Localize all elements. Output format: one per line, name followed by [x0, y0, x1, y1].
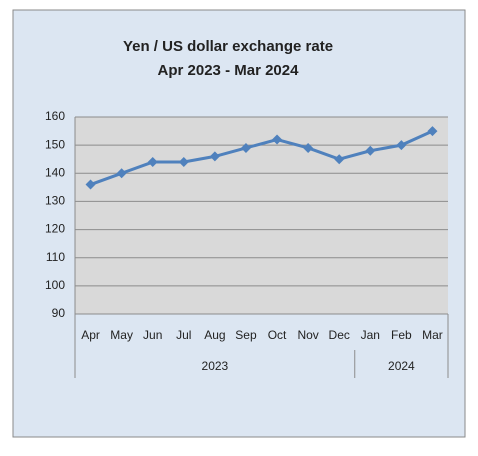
marker — [178, 157, 189, 168]
marker — [365, 145, 376, 156]
y-tick-label: 130 — [45, 194, 65, 208]
x-tick-label: May — [110, 328, 133, 342]
marker — [303, 142, 314, 153]
line — [90, 129, 434, 186]
x-tick-label: Oct — [268, 328, 287, 342]
marker — [209, 151, 220, 162]
x-tick-label: Apr — [81, 328, 100, 342]
y-tick-label: 140 — [45, 165, 65, 179]
x-tick-label: Dec — [329, 328, 350, 342]
marker — [272, 134, 283, 145]
chart-title: Yen / US dollar exchange rate — [123, 38, 333, 55]
x-tick-label: Jan — [361, 328, 380, 342]
x-tick-label: Feb — [391, 328, 412, 342]
y-tick-label: 160 — [45, 109, 65, 123]
x-tick-label: Aug — [204, 328, 225, 342]
y-tick-label: 90 — [52, 306, 66, 320]
group-label: 2024 — [388, 359, 415, 373]
x-tick-label: Nov — [297, 328, 318, 342]
group-label: 2023 — [202, 359, 229, 373]
chart-subtitle: Apr 2023 - Mar 2024 — [158, 62, 300, 79]
y-tick-label: 100 — [45, 278, 65, 292]
marker — [147, 157, 158, 168]
marker — [85, 179, 96, 190]
x-tick-label: Jul — [176, 328, 191, 342]
marker — [396, 140, 407, 151]
x-tick-label: Sep — [235, 328, 257, 342]
y-tick-label: 150 — [45, 137, 65, 151]
plot-area — [75, 117, 448, 314]
x-tick-label: Jun — [143, 328, 162, 342]
x-tick-label: Mar — [422, 328, 443, 342]
y-tick-label: 120 — [45, 222, 65, 236]
marker — [240, 142, 251, 153]
y-tick-label: 110 — [46, 250, 65, 264]
marker — [334, 154, 345, 165]
marker — [427, 126, 438, 137]
marker — [116, 168, 127, 179]
